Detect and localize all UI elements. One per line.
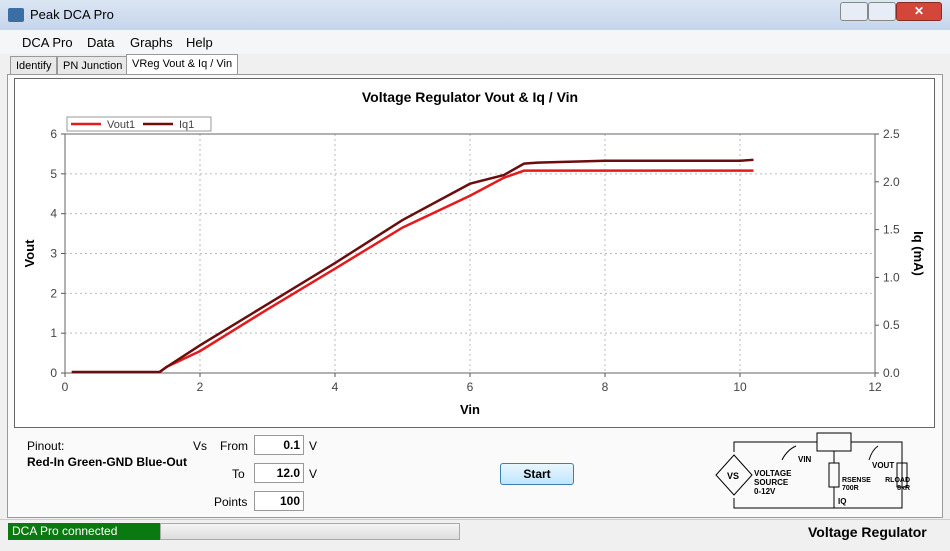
points-label: Points bbox=[214, 495, 248, 509]
minimize-button[interactable] bbox=[840, 2, 868, 21]
title-bar: Peak DCA Pro ✕ bbox=[0, 0, 950, 30]
tab[interactable]: PN Junction bbox=[57, 56, 129, 75]
menu-bar: DCA Pro Data Graphs Help bbox=[0, 30, 950, 54]
x-axis-label: Vin bbox=[460, 402, 480, 417]
rsense-label: RSENSE bbox=[842, 477, 871, 484]
from-input[interactable]: 0.1 bbox=[254, 435, 304, 455]
y-tick-label: 2 bbox=[50, 286, 57, 300]
y-axis-label: Vout bbox=[22, 239, 37, 268]
vout-label: VOUT bbox=[872, 461, 894, 470]
iq-label: IQ bbox=[838, 497, 846, 506]
vs-label: VS bbox=[727, 471, 739, 481]
menu-item[interactable]: DCA Pro bbox=[22, 35, 73, 50]
source-label: VOLTAGE bbox=[754, 469, 792, 478]
rload-label: RLOAD bbox=[885, 477, 910, 484]
x-tick-label: 8 bbox=[602, 380, 609, 394]
pinout: Red-In Green-GND Blue-Out bbox=[27, 455, 188, 469]
status-bar: DCA Pro connected Voltage Regulator bbox=[0, 519, 950, 551]
series-line bbox=[71, 169, 754, 374]
legend-label: Iq1 bbox=[179, 119, 194, 131]
tab[interactable]: Identify bbox=[10, 56, 58, 75]
from-label: From bbox=[220, 439, 248, 453]
legend-label: Vout1 bbox=[107, 119, 135, 131]
y2-tick-label: 1.5 bbox=[883, 223, 900, 237]
x-tick-label: 12 bbox=[868, 380, 882, 394]
chart-title: Voltage Regulator Vout & Iq / Vin bbox=[362, 89, 578, 105]
y2-axis-label: Iq (mA) bbox=[911, 231, 926, 276]
window-title: Peak DCA Pro bbox=[30, 7, 114, 22]
y2-tick-label: 0.5 bbox=[883, 318, 900, 332]
x-tick-label: 10 bbox=[733, 380, 747, 394]
app-icon bbox=[8, 8, 24, 22]
pinout-label: Pinout: bbox=[27, 439, 65, 453]
vin-label: VIN bbox=[798, 455, 812, 464]
tab-active[interactable]: VReg Vout & Iq / Vin bbox=[126, 54, 239, 75]
legend bbox=[66, 116, 212, 132]
y-tick-label: 1 bbox=[50, 326, 57, 340]
y-tick-label: 4 bbox=[50, 207, 57, 221]
vs-label: Vs bbox=[193, 439, 208, 453]
menu-item[interactable]: Graphs bbox=[130, 35, 173, 50]
plot-frame bbox=[64, 133, 876, 374]
source-label: 0-12V bbox=[754, 487, 776, 496]
schematic-wires bbox=[715, 432, 908, 509]
schematic: VS VOLTAGE SOURCE 0-12V VIN VOUT RSENSE … bbox=[715, 432, 910, 509]
y-tick-label: 5 bbox=[50, 167, 57, 181]
close-button[interactable]: ✕ bbox=[896, 2, 942, 21]
to-label: To bbox=[232, 467, 245, 481]
points-input[interactable]: 100 bbox=[254, 491, 304, 511]
progress-bar bbox=[160, 523, 460, 540]
y2-tick-label: 2.5 bbox=[883, 127, 900, 141]
unit: V bbox=[309, 439, 318, 453]
x-tick-label: 2 bbox=[197, 380, 204, 394]
mode-status: Voltage Regulator bbox=[808, 524, 927, 540]
x-tick-label: 6 bbox=[467, 380, 474, 394]
source-label: SOURCE bbox=[754, 478, 789, 487]
maximize-button[interactable] bbox=[868, 2, 896, 21]
menu-item[interactable]: Help bbox=[186, 35, 213, 50]
to-input[interactable]: 12.0 bbox=[254, 463, 304, 483]
x-tick-label: 4 bbox=[332, 380, 339, 394]
unit: V bbox=[309, 467, 318, 481]
start-button[interactable]: Start bbox=[500, 463, 574, 485]
rsense-value: 700R bbox=[842, 485, 859, 492]
y2-tick-label: 2.0 bbox=[883, 175, 900, 189]
y2-tick-label: 0.0 bbox=[883, 366, 900, 380]
menu-item[interactable]: Data bbox=[87, 35, 115, 50]
connection-status: DCA Pro connected bbox=[8, 523, 160, 540]
series-line bbox=[71, 158, 754, 374]
y-tick-label: 0 bbox=[50, 366, 57, 380]
x-tick-label: 0 bbox=[62, 380, 69, 394]
y-tick-label: 6 bbox=[50, 127, 57, 141]
y2-tick-label: 1.0 bbox=[883, 270, 900, 284]
y-tick-label: 3 bbox=[50, 247, 57, 261]
rload-value: 8kR bbox=[897, 485, 910, 492]
